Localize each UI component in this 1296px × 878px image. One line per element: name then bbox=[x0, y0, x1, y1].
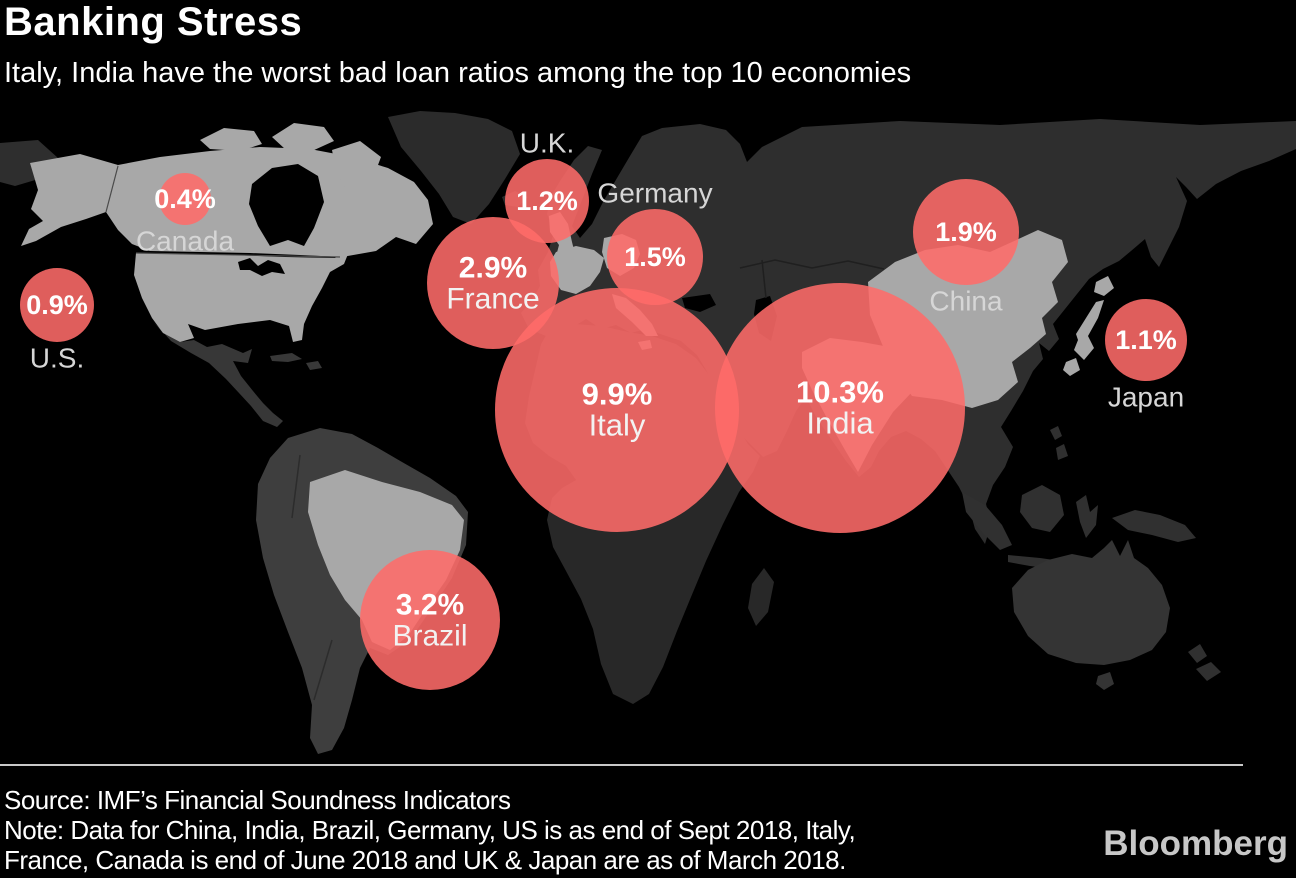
country-label-brazil: Brazil bbox=[392, 619, 468, 653]
note-text-line1: Note: Data for China, India, Brazil, Ger… bbox=[4, 815, 856, 845]
landmass-hispaniola bbox=[306, 361, 322, 370]
bubble-italy bbox=[495, 288, 739, 532]
landmass-australia bbox=[1012, 540, 1170, 665]
border-us-canada bbox=[135, 252, 341, 258]
value-label-france: 2.9% bbox=[458, 251, 528, 285]
footer-divider bbox=[0, 764, 1243, 766]
water-great-lakes bbox=[238, 258, 285, 276]
landmass-greenland bbox=[388, 111, 520, 224]
country-label-canada: Canada bbox=[135, 225, 235, 257]
country-label-india: India bbox=[806, 405, 874, 441]
value-label-canada: 0.4% bbox=[154, 183, 216, 214]
landmass-philippines bbox=[1050, 426, 1068, 460]
page-title: Banking Stress bbox=[4, 0, 303, 44]
water-black-sea bbox=[682, 294, 716, 312]
country-label-japan: Japan bbox=[1107, 381, 1185, 413]
source-text: Source: IMF’s Financial Soundness Indica… bbox=[4, 785, 511, 815]
note-text-line2: France, Canada is end of June 2018 and U… bbox=[4, 845, 846, 875]
bubble-brazil bbox=[360, 550, 500, 690]
value-label-brazil: 3.2% bbox=[395, 588, 465, 622]
bubble-canada bbox=[159, 173, 211, 225]
bloomberg-logo: Bloomberg bbox=[1103, 824, 1288, 863]
border-alaska-canada bbox=[105, 165, 119, 213]
country-label-china: China bbox=[929, 285, 1003, 317]
landmass-new-zealand bbox=[1188, 644, 1221, 681]
landmass-cuba bbox=[270, 353, 302, 362]
country-shape-france bbox=[550, 246, 604, 294]
value-label-japan: 1.1% bbox=[1115, 324, 1177, 355]
bubble-china bbox=[913, 179, 1019, 285]
value-label-germany: 1.5% bbox=[624, 241, 686, 272]
value-label-uk: 1.2% bbox=[516, 185, 578, 216]
water-hudson-bay bbox=[249, 164, 324, 246]
border-central-asia bbox=[739, 259, 885, 299]
border-south-america bbox=[291, 454, 333, 701]
landmass-new-guinea bbox=[1112, 510, 1196, 542]
country-label-germany: Germany bbox=[597, 177, 713, 209]
country-shape-japan bbox=[1063, 276, 1114, 376]
page-subtitle: Italy, India have the worst bad loan rat… bbox=[4, 57, 912, 89]
bubble-india bbox=[715, 283, 965, 533]
country-label-us: U.S. bbox=[29, 342, 85, 374]
country-shape-united-states bbox=[134, 249, 350, 342]
country-label-uk: U.K. bbox=[519, 127, 575, 159]
value-label-us: 0.9% bbox=[26, 289, 88, 320]
value-label-italy: 9.9% bbox=[581, 376, 653, 412]
country-shape-alaska bbox=[21, 154, 118, 246]
bubble-us bbox=[20, 268, 94, 342]
country-shape-canada-arctic-islands bbox=[200, 123, 381, 195]
landmass-mexico-central-america bbox=[152, 320, 283, 427]
value-label-india: 10.3% bbox=[796, 374, 884, 410]
landmass-madagascar bbox=[748, 568, 774, 626]
landmass-tasmania bbox=[1096, 672, 1114, 690]
country-label-italy: Italy bbox=[588, 407, 646, 443]
bubble-japan bbox=[1105, 299, 1187, 381]
country-label-france: France bbox=[446, 282, 540, 316]
landmass-borneo bbox=[1020, 485, 1064, 532]
landmass-sumatra bbox=[962, 492, 1012, 550]
value-label-china: 1.9% bbox=[935, 216, 997, 247]
landmass-sulawesi bbox=[1076, 495, 1098, 538]
